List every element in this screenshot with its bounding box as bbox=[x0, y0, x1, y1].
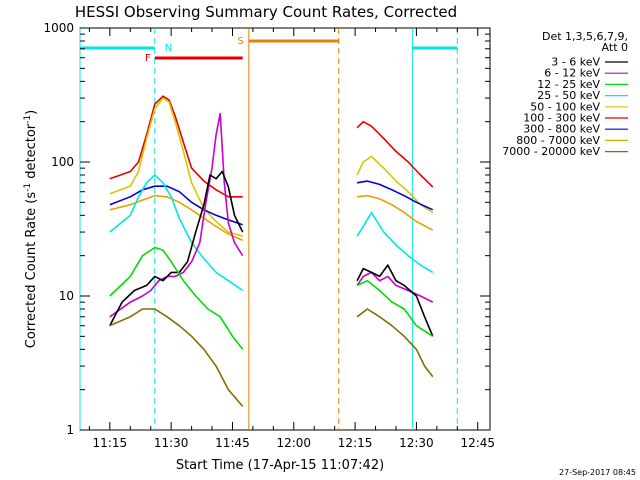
legend-entry-label: 300 - 800 keV bbox=[523, 123, 600, 136]
series-line-3 bbox=[357, 194, 434, 231]
y-axis-label-mid: detector bbox=[24, 123, 39, 183]
y-axis-ticks: 1 10 100 1000 bbox=[43, 21, 490, 437]
series-line-1 bbox=[109, 97, 243, 237]
series-line-3 bbox=[109, 194, 244, 242]
series-line-4 bbox=[109, 174, 244, 292]
legend-entry-label: 50 - 100 keV bbox=[530, 100, 600, 113]
legend-entry-label: 6 - 12 keV bbox=[544, 67, 600, 80]
x-tick-label: 12:00 bbox=[276, 436, 311, 450]
x-tick-label: 11:30 bbox=[154, 436, 189, 450]
flare-label: F bbox=[145, 53, 151, 64]
series-line-2 bbox=[356, 180, 434, 211]
y-axis-label-sup-1: -1 bbox=[23, 183, 33, 192]
series-line-7 bbox=[356, 279, 434, 337]
y-tick-label: 10 bbox=[59, 289, 74, 303]
chart-title: HESSI Observing Summary Count Rates, Cor… bbox=[75, 3, 457, 21]
x-tick-label: 11:15 bbox=[93, 436, 128, 450]
y-axis-label-sup-2: -1 bbox=[23, 115, 33, 124]
y-axis-label-main: Corrected Count Rate (s bbox=[24, 192, 39, 349]
x-tick-label: 12:30 bbox=[399, 436, 434, 450]
x-tick-label: 11:45 bbox=[215, 436, 250, 450]
series-line-2 bbox=[109, 185, 243, 226]
legend-entry-label: 800 - 7000 keV bbox=[516, 134, 600, 147]
series-line-5 bbox=[109, 112, 244, 318]
series-line-8 bbox=[109, 308, 244, 407]
x-tick-label: 12:45 bbox=[460, 436, 495, 450]
x-tick-label: 12:15 bbox=[338, 436, 373, 450]
series-line-6 bbox=[109, 170, 244, 327]
y-tick-label: 100 bbox=[51, 155, 74, 169]
x-axis-ticks: 11:15 11:30 11:45 12:00 12:15 12:30 12:45 bbox=[88, 28, 495, 450]
legend-entry-label: 25 - 50 keV bbox=[537, 89, 600, 102]
legend-entry-label: 100 - 300 keV bbox=[523, 112, 600, 125]
x-axis-label: Start Time (17-Apr-15 11:07:42) bbox=[176, 458, 384, 473]
night-label: N bbox=[165, 43, 172, 54]
series-line-8 bbox=[356, 308, 434, 378]
legend-header-detectors: Det 1,3,5,6,7,9, bbox=[542, 30, 628, 43]
series-line-5 bbox=[356, 271, 434, 303]
legend-entry-label: 7000 - 20000 keV bbox=[502, 145, 600, 158]
series-lines bbox=[109, 95, 434, 407]
series-line-4 bbox=[356, 211, 434, 274]
y-axis-label: Corrected Count Rate (s-1 detector-1) bbox=[23, 110, 39, 348]
saa-label: S bbox=[237, 36, 243, 47]
plot-frame bbox=[79, 27, 491, 431]
legend-entry-label: 12 - 25 keV bbox=[537, 78, 600, 91]
generation-timestamp: 27-Sep-2017 08:45 bbox=[559, 468, 636, 477]
series-line-7 bbox=[109, 246, 244, 350]
series-line-6 bbox=[356, 264, 434, 337]
y-tick-label: 1000 bbox=[43, 21, 74, 35]
legend-header-attenuator: Att 0 bbox=[602, 41, 628, 54]
y-tick-label: 1 bbox=[66, 423, 74, 437]
legend-entry-label: 3 - 6 keV bbox=[551, 56, 600, 69]
series-line-0 bbox=[356, 120, 434, 188]
series-line-0 bbox=[109, 95, 243, 198]
y-axis-label-end: ) bbox=[24, 110, 39, 115]
observing-annotations: N S F bbox=[79, 28, 458, 430]
